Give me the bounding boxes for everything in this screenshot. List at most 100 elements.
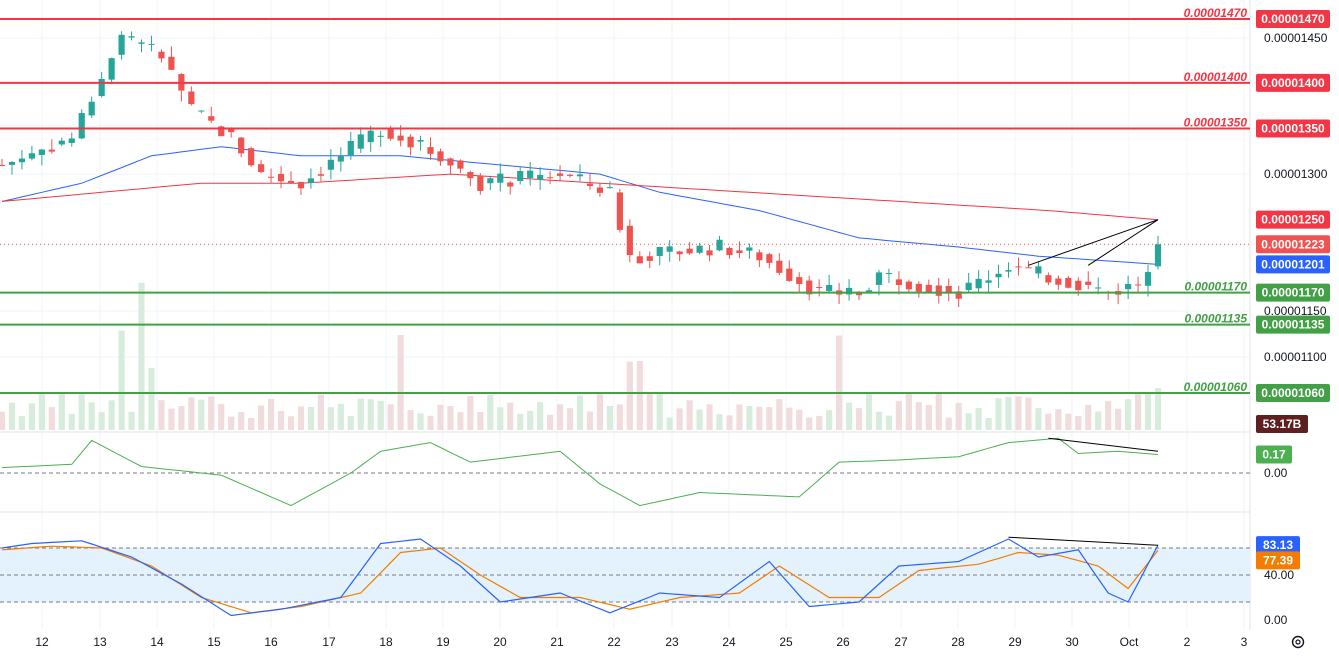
volume-bar: [357, 398, 364, 430]
candle-body: [78, 113, 85, 139]
volume-bar: [1055, 409, 1062, 430]
candle-body: [527, 170, 534, 178]
time-axis-label: 3: [1241, 635, 1248, 649]
candle-body: [497, 173, 504, 183]
candle-body: [407, 136, 414, 148]
candle-body: [1154, 244, 1162, 267]
settings-icon[interactable]: [1291, 635, 1305, 649]
volume-bar: [646, 393, 653, 430]
volume-bar: [1115, 408, 1122, 430]
candle-body: [776, 260, 783, 273]
volume-bar: [1035, 408, 1042, 430]
volume-bar: [1134, 392, 1142, 430]
volume-bar: [596, 392, 604, 430]
volume-bar: [317, 394, 324, 430]
candle-body: [437, 151, 444, 162]
level-price-badge: [1256, 119, 1330, 138]
candle-body: [1065, 277, 1072, 288]
volume-bar: [766, 407, 773, 430]
ma-fast-badge: [1256, 255, 1330, 274]
volume-bar: [1075, 415, 1082, 430]
candle-body: [58, 140, 65, 145]
candle-body: [188, 91, 195, 105]
candle-body: [447, 158, 454, 166]
candle-body: [248, 148, 255, 166]
candle-body: [875, 272, 883, 285]
volume-bar: [1125, 399, 1132, 430]
candle-body: [965, 282, 972, 291]
candle-body: [706, 250, 713, 256]
volume-bar: [258, 405, 265, 430]
volume-bar: [477, 411, 484, 430]
stochastic-d-line: [1, 545, 1159, 614]
volume-bar: [995, 398, 1002, 430]
candle-body: [945, 286, 952, 294]
candle-body: [1055, 278, 1062, 285]
candle-body: [477, 176, 484, 191]
volume-bar: [238, 412, 245, 430]
candle-body: [865, 290, 873, 293]
volume-bar: [845, 402, 853, 430]
candle-body: [88, 101, 95, 116]
volume-bar: [457, 412, 464, 430]
volume-bar: [337, 403, 344, 430]
time-axis-label: 18: [379, 635, 393, 649]
volume-bar: [148, 367, 155, 430]
candle-body: [8, 161, 16, 165]
candle-body: [507, 182, 514, 187]
volume-bar: [656, 392, 663, 430]
candle-body: [537, 174, 544, 180]
candle-body: [796, 277, 803, 285]
volume-bar: [905, 392, 912, 430]
volume-bar: [188, 397, 195, 430]
volume-bar: [8, 402, 16, 430]
candle-body: [337, 155, 344, 162]
candle-body: [1075, 280, 1082, 291]
volume-bar: [985, 417, 992, 430]
candle-body: [1025, 267, 1032, 269]
candle-body: [208, 116, 215, 121]
level-price-badge-text: 0.00001470: [1261, 12, 1325, 26]
volume-bar: [0, 411, 6, 430]
time-axis-label: 20: [493, 635, 507, 649]
time-axis-label: 30: [1065, 635, 1079, 649]
time-axis-label: 19: [436, 635, 450, 649]
volume-bar: [955, 402, 962, 430]
price-trendline: [1028, 219, 1159, 266]
oscillator-line: [1, 437, 1159, 507]
support-level-label: 0.00001170: [1184, 280, 1247, 294]
candle-body: [766, 254, 773, 263]
resistance-level-label: 0.00001350: [1184, 115, 1248, 129]
time-axis-label: 29: [1008, 635, 1022, 649]
volume-bar: [467, 395, 474, 430]
candle-body: [636, 256, 643, 264]
candle-body: [746, 247, 753, 251]
time-axis-label: 25: [779, 635, 793, 649]
candle-body: [905, 281, 912, 290]
candle-body: [985, 280, 992, 283]
volume-bar: [78, 393, 85, 430]
volume-bar: [836, 335, 843, 430]
candle-body: [68, 138, 75, 143]
stochastic-k-line: [1, 538, 1159, 617]
oscillator-axis-label: 0.00: [1264, 466, 1288, 480]
volume-bar: [1144, 392, 1152, 430]
time-axis-label: 28: [951, 635, 965, 649]
level-price-badge: [1256, 73, 1330, 92]
time-axis-label: 23: [665, 635, 679, 649]
candle-body: [467, 172, 474, 179]
volume-bar: [307, 407, 315, 430]
volume-bar: [447, 406, 454, 430]
volume-bar: [636, 361, 643, 430]
volume-bar: [965, 413, 972, 430]
oscillator-badge: [1256, 445, 1292, 464]
level-price-badge-text: 0.00001400: [1261, 76, 1325, 90]
time-axis-label: 12: [35, 635, 49, 649]
volume-bar: [427, 415, 434, 430]
candle-body: [955, 291, 962, 299]
volume-bar: [1025, 397, 1032, 430]
volume-bar: [865, 392, 873, 430]
volume-bar: [397, 334, 404, 430]
